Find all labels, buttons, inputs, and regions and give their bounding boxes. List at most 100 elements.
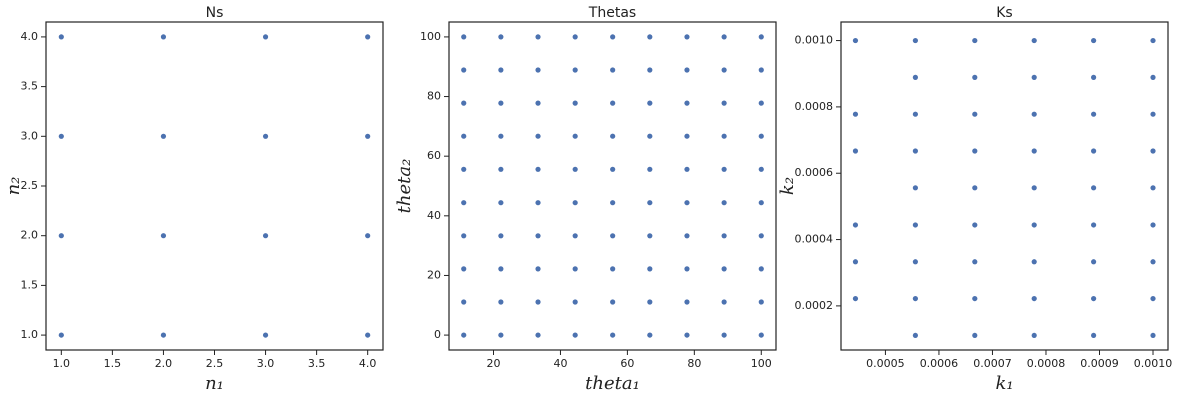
point	[684, 266, 690, 272]
point	[852, 222, 859, 228]
x-axis-label: theta₁	[585, 373, 640, 394]
point	[972, 259, 978, 265]
point	[58, 133, 64, 139]
y-tick-label: 60	[427, 149, 441, 162]
point	[572, 233, 578, 239]
point	[721, 34, 727, 40]
point	[572, 34, 578, 40]
point	[758, 67, 764, 73]
y-tick-label: 4.0	[21, 30, 39, 43]
point	[758, 200, 764, 206]
point	[498, 233, 504, 239]
x-axis-label: k₁	[995, 373, 1013, 394]
point	[160, 34, 167, 40]
x-tick-label: 80	[687, 357, 701, 370]
point	[721, 200, 727, 206]
y-tick-label: 2.0	[21, 229, 39, 242]
point	[972, 332, 978, 339]
point	[498, 34, 504, 40]
x-axis-label: n₁	[205, 373, 224, 394]
point	[758, 100, 764, 106]
point	[684, 166, 690, 172]
x-tick-label: 60	[620, 357, 634, 370]
point	[365, 34, 371, 40]
point	[572, 266, 578, 272]
point	[972, 295, 978, 302]
point	[647, 34, 653, 40]
point	[1150, 37, 1156, 44]
point	[610, 299, 616, 305]
point	[684, 100, 690, 106]
x-tick-label: 3.5	[308, 357, 326, 370]
x-tick-label: 0.0006	[920, 357, 959, 370]
point	[58, 233, 64, 239]
point	[365, 133, 371, 139]
point	[572, 100, 578, 106]
x-tick-label: 0.0009	[1080, 357, 1119, 370]
point	[972, 37, 978, 44]
y-tick-label: 0.0002	[795, 299, 834, 312]
point	[160, 233, 167, 239]
point	[758, 166, 764, 172]
point	[758, 233, 764, 239]
point	[535, 332, 541, 338]
point	[498, 200, 504, 206]
x-tick-label: 2.0	[155, 357, 173, 370]
point	[1031, 111, 1037, 117]
point	[912, 295, 918, 302]
point	[852, 37, 859, 44]
x-tick-label: 40	[553, 357, 567, 370]
point	[1031, 295, 1037, 302]
point	[647, 233, 653, 239]
chart-title: Ns	[206, 5, 224, 21]
y-tick-label: 0.0006	[795, 166, 834, 179]
point	[721, 133, 727, 139]
point	[1031, 185, 1037, 191]
y-tick-label: 80	[427, 90, 441, 103]
point	[852, 111, 859, 117]
point	[684, 299, 690, 305]
point	[647, 266, 653, 272]
point	[684, 200, 690, 206]
point	[262, 233, 269, 239]
point	[1091, 37, 1097, 44]
x-tick-label: 0.0010	[1134, 357, 1173, 370]
point	[1091, 185, 1097, 191]
point	[535, 299, 541, 305]
point	[721, 67, 727, 73]
y-tick-label: 0.0010	[795, 34, 834, 47]
point	[498, 266, 504, 272]
point	[1150, 185, 1156, 191]
x-tick-label: 20	[487, 357, 501, 370]
y-tick-label: 0.0004	[795, 233, 834, 246]
point	[1091, 259, 1097, 265]
point	[852, 148, 859, 154]
point	[1031, 222, 1037, 228]
point	[535, 67, 541, 73]
point	[461, 100, 467, 106]
point	[535, 34, 541, 40]
x-tick-label: 1.0	[53, 357, 71, 370]
point	[1031, 37, 1037, 44]
point	[912, 74, 918, 80]
point	[1150, 332, 1156, 339]
point	[572, 133, 578, 139]
point	[1031, 332, 1037, 339]
x-tick-label: 3.0	[257, 357, 275, 370]
y-axis-label: n₂	[3, 177, 24, 196]
point	[912, 259, 918, 265]
y-tick-label: 0.0008	[795, 100, 834, 113]
point	[912, 222, 918, 228]
point	[572, 166, 578, 172]
point	[365, 233, 371, 239]
axes-frame	[448, 21, 777, 351]
point	[684, 133, 690, 139]
point	[262, 332, 269, 338]
y-tick-label: 3.5	[21, 80, 39, 93]
point	[610, 332, 616, 338]
point	[912, 332, 918, 339]
point	[1150, 148, 1156, 154]
point	[160, 332, 167, 338]
point	[610, 233, 616, 239]
